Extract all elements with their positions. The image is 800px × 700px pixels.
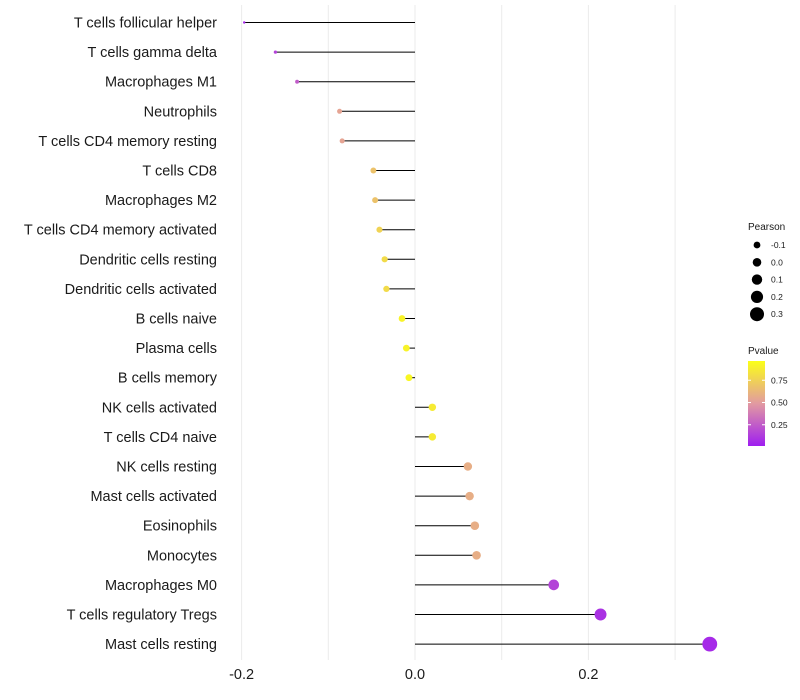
data-point xyxy=(242,21,246,24)
x-tick-label: 0.0 xyxy=(405,667,425,683)
category-label: T cells CD8 xyxy=(142,164,217,180)
size-legend-title: Pearson xyxy=(748,222,785,233)
category-label: T cells follicular helper xyxy=(74,16,217,32)
color-legend-label: 0.75 xyxy=(771,375,788,385)
data-point xyxy=(428,403,437,412)
stems xyxy=(244,22,710,645)
category-label: NK cells activated xyxy=(102,400,217,416)
category-label: Neutrophils xyxy=(144,104,217,120)
data-point xyxy=(398,315,406,322)
size-legend-key xyxy=(751,274,763,285)
data-point xyxy=(702,636,718,652)
data-point xyxy=(472,550,481,560)
data-point xyxy=(470,521,480,530)
category-label: Monocytes xyxy=(147,548,217,564)
data-point xyxy=(370,167,377,174)
category-label: Plasma cells xyxy=(136,341,217,357)
category-label: T cells regulatory Tregs xyxy=(67,608,217,624)
category-label: Dendritic cells resting xyxy=(79,252,217,268)
category-label: Macrophages M2 xyxy=(105,193,217,209)
data-point xyxy=(405,374,413,382)
size-legend-key xyxy=(753,241,761,249)
data-point xyxy=(465,491,474,501)
data-point xyxy=(381,256,388,263)
category-label: B cells memory xyxy=(118,371,218,387)
data-point xyxy=(273,50,278,54)
category-labels: T cells follicular helper T cells gamma d… xyxy=(24,16,218,654)
category-label: NK cells resting xyxy=(116,460,217,476)
color-legend-label: 0.50 xyxy=(771,398,788,408)
size-legend-key xyxy=(750,307,764,322)
size-legend-label: 0.3 xyxy=(771,309,783,319)
category-label: Macrophages M0 xyxy=(105,578,217,594)
data-point xyxy=(594,608,607,621)
category-label: T cells CD4 memory activated xyxy=(24,223,217,239)
size-legend-label: 0.0 xyxy=(771,257,783,267)
category-label: T cells CD4 memory resting xyxy=(38,134,217,150)
data-point xyxy=(463,462,473,471)
color-legend-bar xyxy=(748,361,765,446)
category-label: T cells gamma delta xyxy=(88,45,218,61)
x-tick-label: -0.2 xyxy=(229,667,254,683)
color-legend-label: 0.25 xyxy=(771,420,788,430)
size-legend-key xyxy=(752,258,762,267)
category-label: Macrophages M1 xyxy=(105,75,217,91)
points xyxy=(242,21,718,652)
data-point xyxy=(376,226,383,233)
data-point xyxy=(383,285,390,293)
size-legend-label: 0.1 xyxy=(771,275,783,285)
size-legend-label: 0.2 xyxy=(771,292,783,302)
category-label: B cells naive xyxy=(136,312,217,328)
data-point xyxy=(337,108,343,114)
size-legend-key xyxy=(750,290,764,303)
color-legend: Pvalue 0.75 0.50 0.25 xyxy=(748,346,788,446)
category-label: T cells CD4 naive xyxy=(104,430,217,446)
size-legend: Pearson -0.1 0.0 0.1 0.2 0.3 xyxy=(748,222,786,322)
grid-lines xyxy=(241,5,676,660)
category-label: Mast cells resting xyxy=(105,637,217,653)
category-label: Dendritic cells activated xyxy=(65,282,217,298)
x-axis-ticks: -0.2 0.0 0.2 xyxy=(229,667,598,683)
data-point xyxy=(295,79,300,84)
data-point xyxy=(402,344,410,352)
category-label: Mast cells activated xyxy=(90,489,217,505)
data-point xyxy=(428,433,437,441)
data-point xyxy=(548,579,560,591)
color-legend-title: Pvalue xyxy=(748,346,779,357)
category-label: Eosinophils xyxy=(143,519,217,535)
x-tick-label: 0.2 xyxy=(578,667,598,683)
size-legend-label: -0.1 xyxy=(771,240,786,250)
data-point xyxy=(339,138,345,144)
data-point xyxy=(372,197,379,204)
